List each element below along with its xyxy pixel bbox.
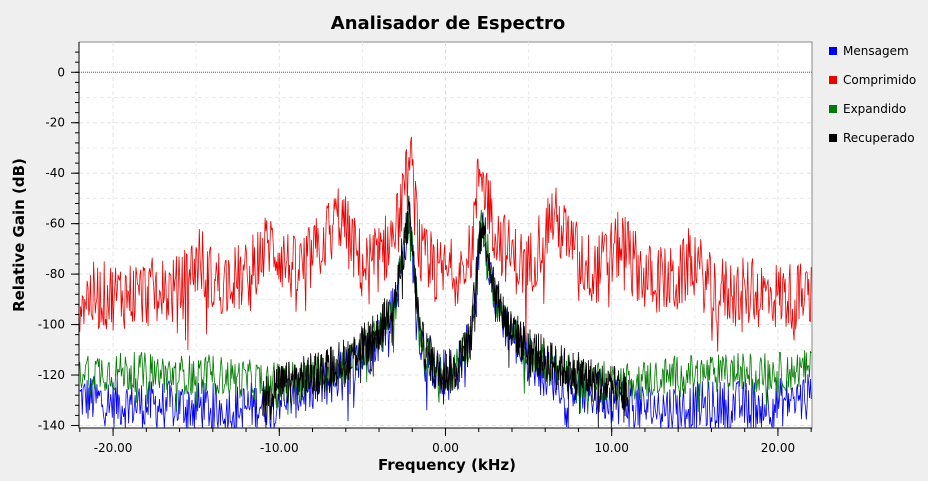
x-tick-label: -10.00	[260, 441, 299, 455]
y-tick-label: -100	[38, 318, 65, 332]
legend-label: Mensagem	[843, 44, 909, 58]
y-tick-label: -60	[45, 217, 65, 231]
legend-swatch	[829, 76, 837, 84]
series-line-expandido	[79, 209, 812, 415]
y-axis-label: Relative Gain (dB)	[10, 158, 28, 312]
legend-label: Recuperado	[843, 131, 915, 145]
legend-swatch	[829, 105, 837, 113]
y-tick-label: -140	[38, 418, 65, 432]
legend-label: Expandido	[843, 102, 906, 116]
axes: 0 -20 -40 -60 -80 -100 -120 -140 -20.00 -10.00 0.0…	[38, 42, 812, 455]
x-tick-label: 10.00	[595, 441, 629, 455]
legend-label: Comprimido	[843, 73, 916, 87]
y-tick-label: -40	[45, 166, 65, 180]
legend-swatch	[829, 47, 837, 55]
x-tick-label: 20.00	[761, 441, 795, 455]
series-line-recuperado	[262, 195, 629, 429]
y-tick-label: -80	[45, 267, 65, 281]
y-tick-label: -120	[38, 368, 65, 382]
legend-swatch	[829, 134, 837, 142]
x-tick-label: 0.00	[432, 441, 459, 455]
legend: Mensagem Comprimido Expandido Recuperado	[829, 44, 916, 145]
y-tick-label: 0	[57, 65, 65, 79]
chart-title: Analisador de Espectro	[331, 13, 565, 34]
series-line-comprimido	[79, 136, 812, 352]
x-tick-label: -20.00	[94, 441, 133, 455]
x-axis-label: Frequency (kHz)	[378, 456, 516, 474]
y-tick-label: -20	[45, 116, 65, 130]
